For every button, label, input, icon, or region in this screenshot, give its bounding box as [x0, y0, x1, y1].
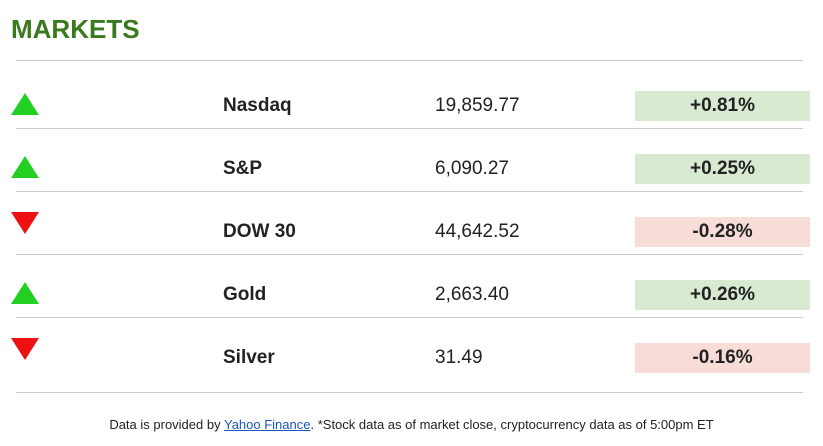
change-badge: +0.26% [635, 280, 810, 310]
market-row: Nasdaq 19,859.77 +0.81% [0, 66, 823, 129]
arrow-down-icon [11, 212, 39, 234]
footer-note: Data is provided by Yahoo Finance. *Stoc… [109, 417, 714, 432]
market-row: Gold 2,663.40 +0.26% [0, 255, 823, 318]
change-badge: -0.28% [635, 217, 810, 247]
market-row: Silver 31.49 -0.16% [0, 318, 823, 381]
yahoo-finance-link[interactable]: Yahoo Finance [223, 417, 311, 432]
market-row: DOW 30 44,642.52 -0.28% [0, 192, 823, 255]
market-name: S&P [223, 158, 263, 179]
arrow-up-icon [11, 156, 39, 178]
change-badge: +0.81% [635, 91, 810, 121]
change-badge: +0.25% [635, 154, 810, 184]
market-value: 2,663.40 [435, 284, 509, 305]
market-value: 44,642.52 [435, 221, 520, 242]
arrow-down-icon [11, 338, 39, 360]
divider [16, 128, 803, 129]
page-title: MARKETS [11, 14, 140, 44]
change-badge: -0.16% [635, 343, 810, 373]
divider [16, 60, 803, 61]
divider [16, 191, 803, 192]
market-row: S&P 6,090.27 +0.25% [0, 129, 823, 192]
market-name: Nasdaq [223, 95, 292, 116]
arrow-up-icon [11, 282, 39, 304]
divider [16, 317, 803, 318]
market-value: 6,090.27 [435, 158, 509, 179]
market-value: 19,859.77 [435, 95, 520, 116]
market-name: Gold [223, 284, 267, 305]
divider [16, 254, 803, 255]
divider [16, 392, 803, 393]
market-value: 31.49 [435, 347, 483, 368]
arrow-up-icon [11, 93, 39, 115]
market-name: DOW 30 [223, 221, 296, 242]
market-name: Silver [223, 347, 275, 368]
